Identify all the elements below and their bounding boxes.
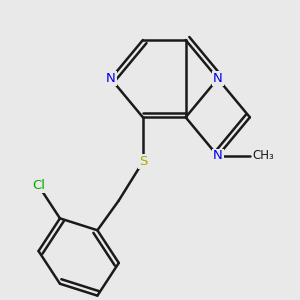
Text: S: S — [139, 155, 147, 168]
Text: N: N — [213, 72, 223, 85]
Text: N: N — [213, 149, 223, 162]
Text: N: N — [106, 72, 116, 85]
Text: Cl: Cl — [32, 179, 45, 192]
Text: CH₃: CH₃ — [253, 149, 274, 162]
